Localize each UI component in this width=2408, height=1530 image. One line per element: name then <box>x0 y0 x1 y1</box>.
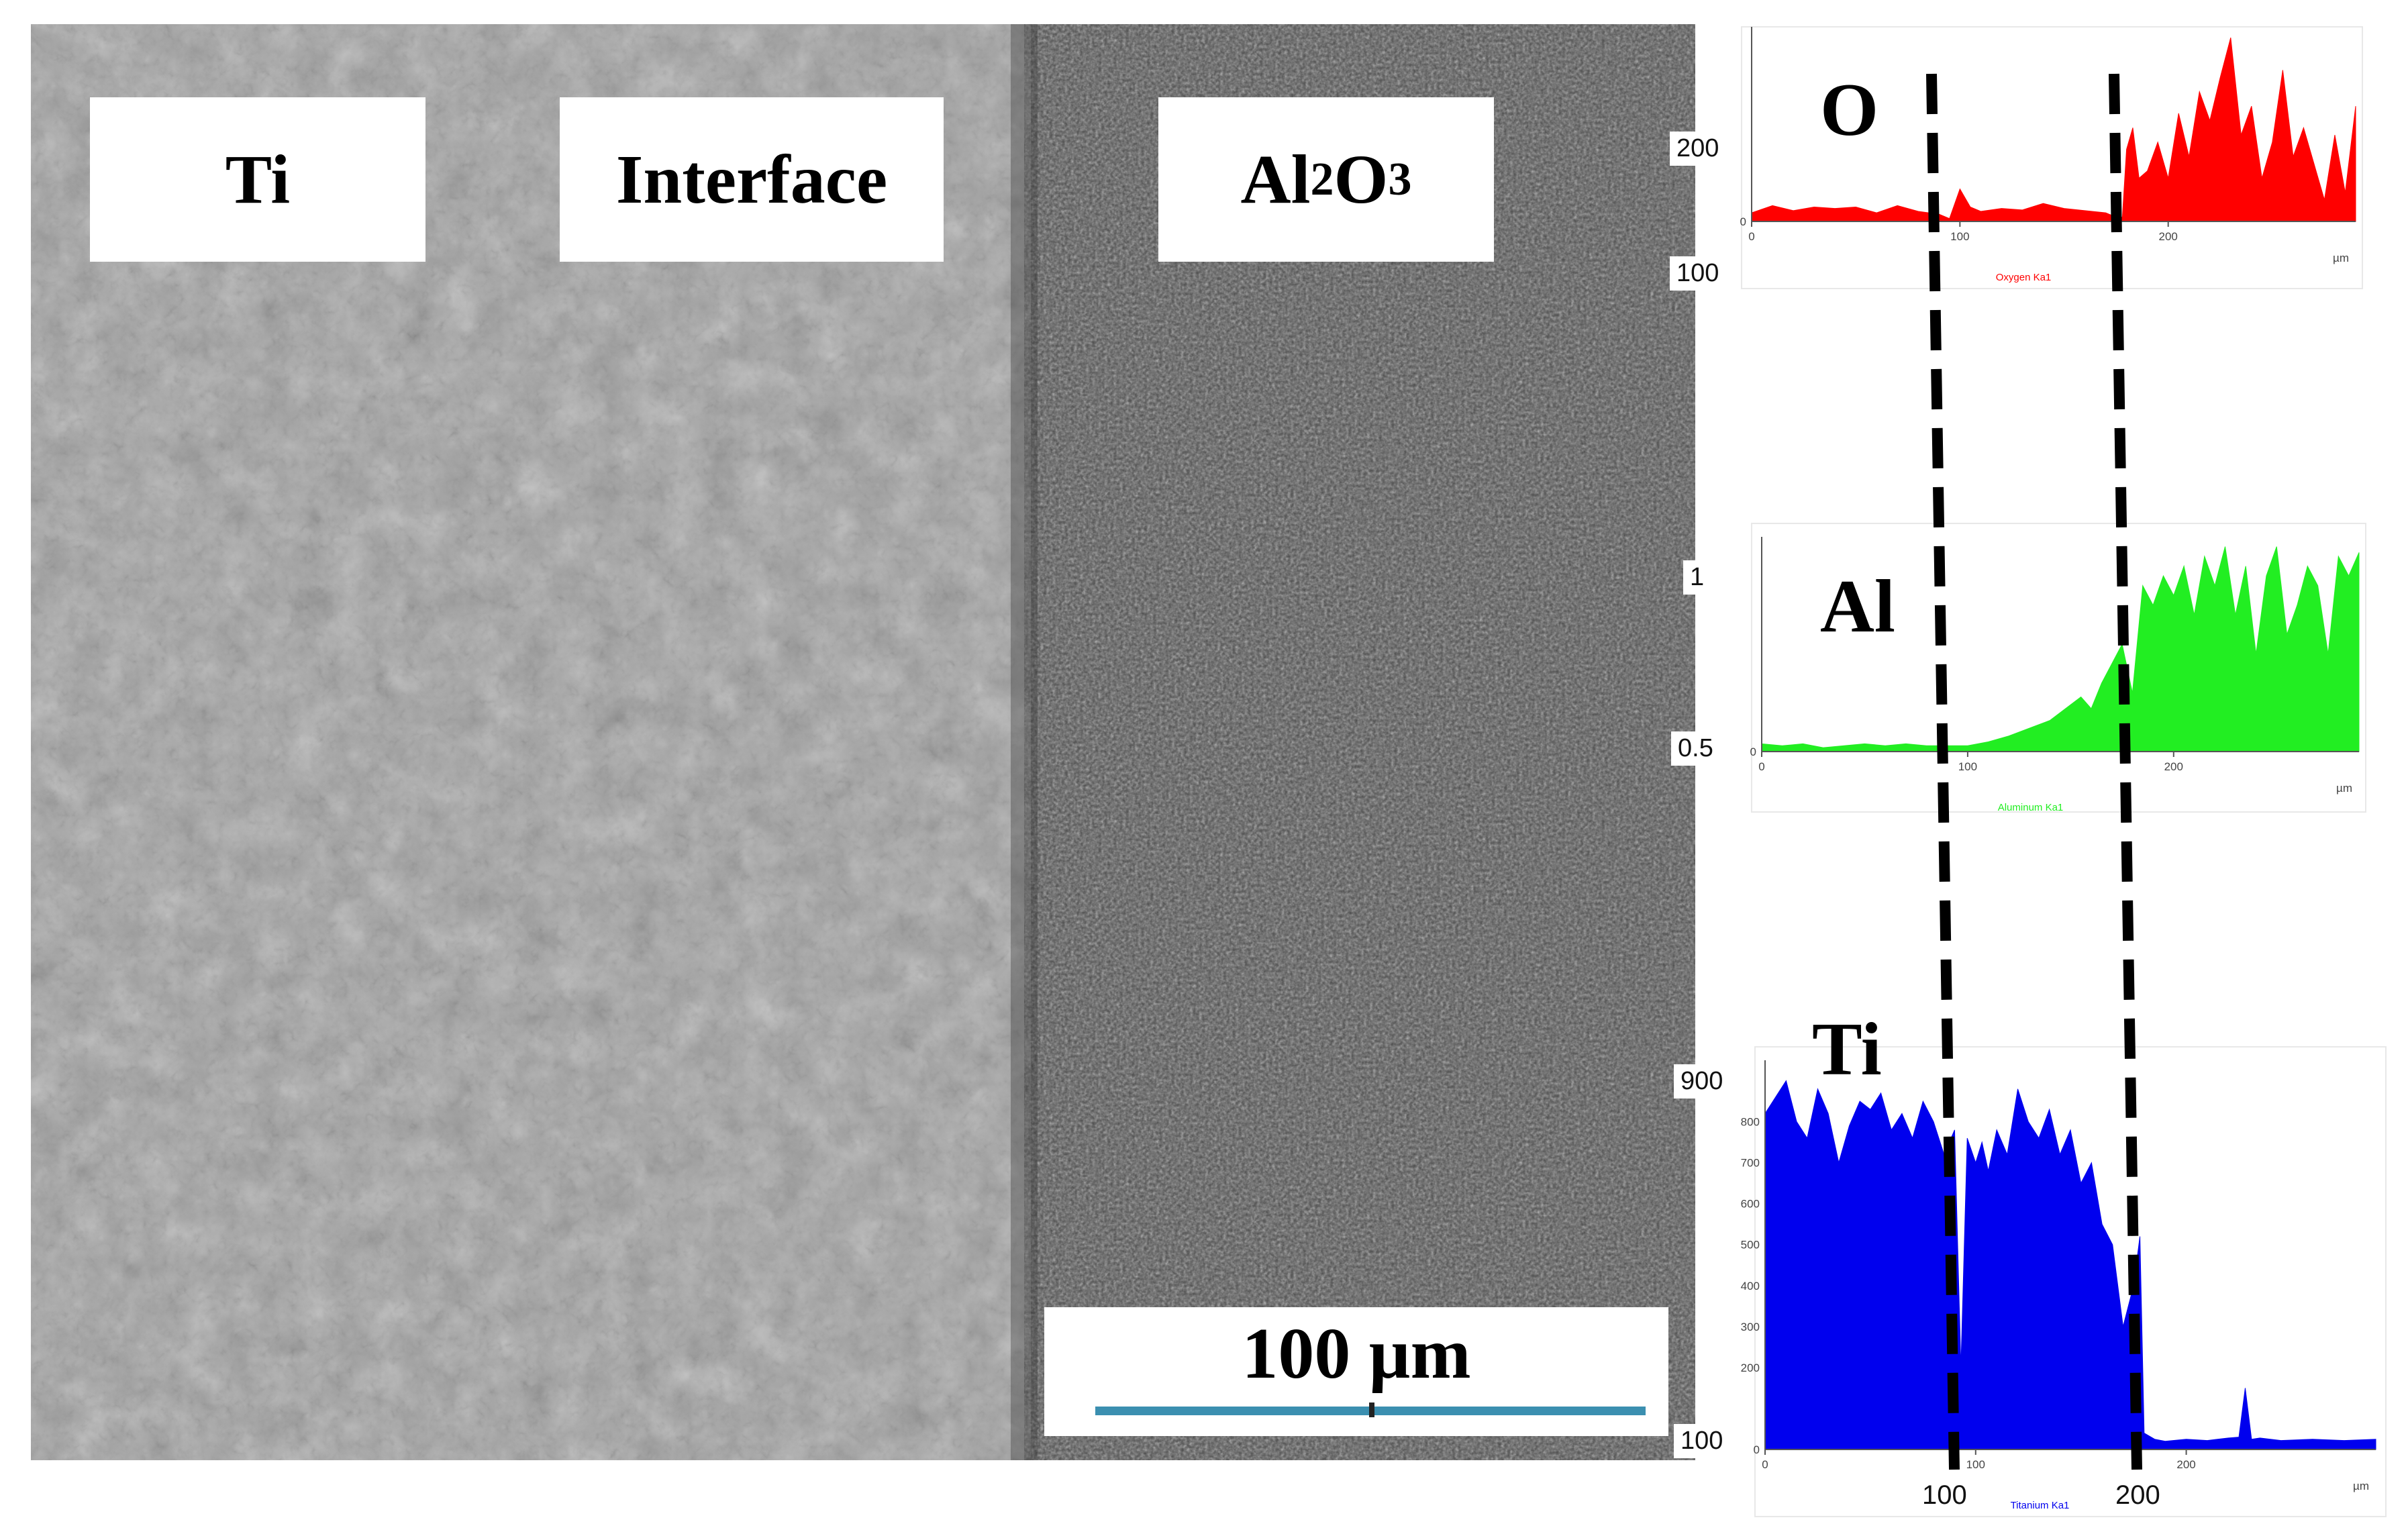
al2o3-label-o: O <box>1334 141 1389 218</box>
ti-x-tick-label: 100 <box>1966 1458 1985 1471</box>
ti-x-tick-label: 200 <box>2176 1458 2195 1471</box>
titanium-y-tick-900: 900 <box>1674 1064 1730 1099</box>
ti-y-zero-label: 0 <box>1754 1443 1760 1456</box>
ti-region-label: Ti <box>90 97 425 262</box>
titanium-profile-chart: 0 100 200 µm 0 800 700 600 500 400 300 200 Titanium … <box>1678 1046 2388 1530</box>
o-chart-caption: Oxygen Ka1 <box>1996 272 2052 283</box>
ti-profile-area <box>1764 1080 2376 1450</box>
titanium-x-tick-100: 100 <box>1922 1480 1967 1510</box>
titanium-x-tick-200: 200 <box>2115 1480 2160 1510</box>
oxygen-y-tick-100: 100 <box>1670 256 1726 291</box>
o-x-tick-label: 200 <box>2159 230 2178 243</box>
titanium-y-tick-100: 100 <box>1674 1424 1730 1458</box>
aluminum-profile-chart: 0 100 200 µm 0 Aluminum Ka1 <box>1678 523 2369 1000</box>
aluminum-y-tick-0.5: 0.5 <box>1671 731 1720 766</box>
al2o3-label-sub1: 2 <box>1310 153 1334 205</box>
al-plot-frame <box>1751 523 2366 813</box>
al-chart-caption: Aluminum Ka1 <box>1998 802 2064 813</box>
titanium-y-small-tick-label: 300 <box>1741 1321 1760 1333</box>
micrograph-image <box>31 24 1695 1460</box>
titanium-y-small-tick-label: 400 <box>1741 1280 1760 1292</box>
scale-bar-label: 100 µm <box>1242 1314 1471 1394</box>
ti-label-text: Ti <box>225 141 291 218</box>
ti-x-tick-label: 0 <box>1762 1458 1768 1471</box>
titanium-y-small-tick-label: 600 <box>1741 1198 1760 1211</box>
o-profile-area <box>1751 37 2356 222</box>
aluminum-y-tick-1: 1 <box>1683 560 1711 595</box>
ti-x-unit: µm <box>2353 1480 2369 1492</box>
aluminum-element-label: Al <box>1820 565 1895 648</box>
oxygen-element-label: O <box>1820 68 1879 152</box>
titanium-element-label: Ti <box>1812 1008 1882 1091</box>
al-profile-area <box>1761 546 2360 752</box>
oxygen-profile-chart: 0 100 200 µm 0 Oxygen Ka1 <box>1678 26 2369 503</box>
o-x-tick-label: 0 <box>1748 230 1754 243</box>
oxygen-profile-svg: 0 100 200 µm 0 Oxygen Ka1 <box>1740 26 2363 289</box>
al2o3-label-al: Al <box>1240 141 1311 218</box>
interface-boundary-line-left <box>1926 73 1960 1470</box>
scale-bar-tick <box>1369 1402 1374 1417</box>
al2o3-label-sub2: 3 <box>1388 153 1412 205</box>
sem-micrograph <box>31 24 1695 1460</box>
interface-region-label: Interface <box>560 97 944 262</box>
titanium-y-small-tick-label: 200 <box>1741 1362 1760 1374</box>
al2o3-region-label: Al 2 O 3 <box>1158 97 1494 262</box>
aluminum-profile-svg: 0 100 200 µm 0 Aluminum Ka1 <box>1750 523 2366 813</box>
titanium-y-small-tick-label: 500 <box>1741 1239 1760 1252</box>
o-x-unit: µm <box>2333 252 2349 264</box>
ti-chart-caption: Titanium Ka1 <box>2011 1500 2070 1511</box>
al-x-tick-label: 200 <box>2164 760 2183 773</box>
oxygen-y-tick-200: 200 <box>1670 132 1726 166</box>
titanium-y-small-tick-label: 700 <box>1741 1157 1760 1170</box>
o-x-tick-label: 100 <box>1950 230 1969 243</box>
titanium-y-small-tick-label: 800 <box>1741 1116 1760 1129</box>
interface-label-text: Interface <box>615 141 888 218</box>
o-y-zero-label: 0 <box>1740 215 1746 228</box>
al-y-zero-label: 0 <box>1750 746 1756 758</box>
scale-bar-box: 100 µm <box>1044 1307 1668 1436</box>
al-x-tick-label: 100 <box>1958 760 1977 773</box>
titanium-profile-svg: 0 100 200 µm 0 800 700 600 500 400 300 200 Titanium … <box>1741 1046 2387 1517</box>
al-x-unit: µm <box>2336 782 2352 795</box>
interface-boundary-line-right <box>2109 73 2142 1470</box>
al-x-tick-label: 0 <box>1758 760 1764 773</box>
